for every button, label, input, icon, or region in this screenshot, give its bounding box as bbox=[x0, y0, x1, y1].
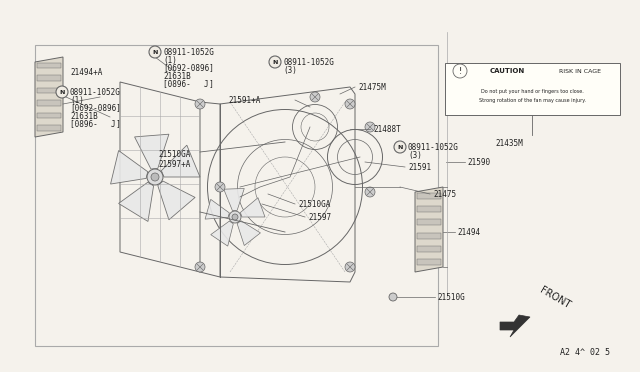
Bar bbox=[417, 219, 441, 225]
Text: !: ! bbox=[458, 67, 461, 76]
Polygon shape bbox=[111, 151, 148, 184]
Text: 21631B: 21631B bbox=[70, 112, 98, 121]
Bar bbox=[37, 113, 61, 118]
Bar bbox=[37, 75, 61, 81]
Text: 21488T: 21488T bbox=[373, 125, 401, 134]
Circle shape bbox=[310, 92, 320, 102]
Text: [0692-0896]: [0692-0896] bbox=[70, 103, 121, 112]
Polygon shape bbox=[205, 199, 229, 219]
Text: 21475: 21475 bbox=[433, 189, 456, 199]
Bar bbox=[35, 45, 438, 346]
Bar bbox=[417, 232, 441, 239]
Text: 21591+A: 21591+A bbox=[228, 96, 260, 105]
Text: N: N bbox=[60, 90, 65, 94]
Text: RISK IN CAGE: RISK IN CAGE bbox=[559, 68, 601, 74]
Polygon shape bbox=[415, 187, 443, 272]
Circle shape bbox=[394, 141, 406, 153]
Text: 08911-1052G: 08911-1052G bbox=[70, 87, 121, 96]
Text: (3): (3) bbox=[283, 65, 297, 74]
Text: [0896-    ]: [0896- ] bbox=[70, 119, 121, 128]
Bar bbox=[417, 193, 441, 199]
Text: CAUTION: CAUTION bbox=[490, 68, 525, 74]
Polygon shape bbox=[241, 198, 265, 217]
Polygon shape bbox=[118, 182, 154, 221]
Circle shape bbox=[215, 182, 225, 192]
Bar bbox=[417, 206, 441, 212]
Text: J: J bbox=[204, 80, 209, 89]
Circle shape bbox=[345, 99, 355, 109]
Circle shape bbox=[389, 293, 397, 301]
Bar bbox=[37, 100, 61, 106]
Text: 21597: 21597 bbox=[308, 212, 331, 221]
Bar bbox=[445, 63, 620, 115]
Text: 21510G: 21510G bbox=[437, 292, 465, 301]
Text: 21435M: 21435M bbox=[495, 138, 523, 148]
Bar bbox=[37, 88, 61, 93]
Text: 21494+A: 21494+A bbox=[70, 67, 102, 77]
Circle shape bbox=[232, 214, 238, 220]
Circle shape bbox=[56, 86, 68, 98]
Text: [0896-    ]: [0896- ] bbox=[163, 80, 214, 89]
Text: N: N bbox=[397, 144, 403, 150]
Bar bbox=[417, 259, 441, 265]
Polygon shape bbox=[500, 315, 530, 337]
Text: Do not put your hand or fingers too close.: Do not put your hand or fingers too clos… bbox=[481, 89, 584, 93]
Text: (1): (1) bbox=[163, 55, 177, 64]
Text: [0692-0896]: [0692-0896] bbox=[163, 64, 214, 73]
Polygon shape bbox=[237, 221, 260, 246]
Text: N: N bbox=[272, 60, 278, 64]
Text: 21631B: 21631B bbox=[163, 71, 191, 80]
Bar bbox=[417, 246, 441, 252]
Circle shape bbox=[195, 262, 205, 272]
Circle shape bbox=[195, 99, 205, 109]
Text: N: N bbox=[152, 49, 157, 55]
Text: 08911-1052G: 08911-1052G bbox=[283, 58, 334, 67]
Bar bbox=[37, 63, 61, 68]
Circle shape bbox=[147, 169, 163, 185]
Text: Strong rotation of the fan may cause injury.: Strong rotation of the fan may cause inj… bbox=[479, 97, 586, 103]
Text: (3): (3) bbox=[408, 151, 422, 160]
Text: 21591: 21591 bbox=[408, 163, 431, 171]
Polygon shape bbox=[211, 221, 234, 246]
Text: 08911-1052G: 08911-1052G bbox=[408, 142, 459, 151]
Text: A2 4^ 02 5: A2 4^ 02 5 bbox=[560, 348, 610, 357]
Text: 21510GA: 21510GA bbox=[158, 150, 190, 158]
Circle shape bbox=[269, 56, 281, 68]
Text: 08911-1052G: 08911-1052G bbox=[163, 48, 214, 57]
Circle shape bbox=[365, 187, 375, 197]
Polygon shape bbox=[224, 189, 244, 211]
Text: 21510GA: 21510GA bbox=[298, 199, 330, 208]
Polygon shape bbox=[134, 134, 169, 169]
Circle shape bbox=[229, 211, 241, 223]
Polygon shape bbox=[161, 145, 200, 177]
Circle shape bbox=[345, 262, 355, 272]
Text: 21590: 21590 bbox=[467, 157, 490, 167]
Polygon shape bbox=[158, 181, 195, 220]
Circle shape bbox=[365, 122, 375, 132]
Text: J: J bbox=[111, 119, 116, 128]
Text: 21597+A: 21597+A bbox=[158, 160, 190, 169]
Text: FRONT: FRONT bbox=[538, 285, 572, 310]
Text: (1): (1) bbox=[70, 96, 84, 105]
Circle shape bbox=[151, 173, 159, 181]
Text: 21494: 21494 bbox=[457, 228, 480, 237]
Text: 21475M: 21475M bbox=[358, 83, 386, 92]
Bar bbox=[37, 125, 61, 131]
Polygon shape bbox=[35, 57, 63, 137]
Circle shape bbox=[149, 46, 161, 58]
